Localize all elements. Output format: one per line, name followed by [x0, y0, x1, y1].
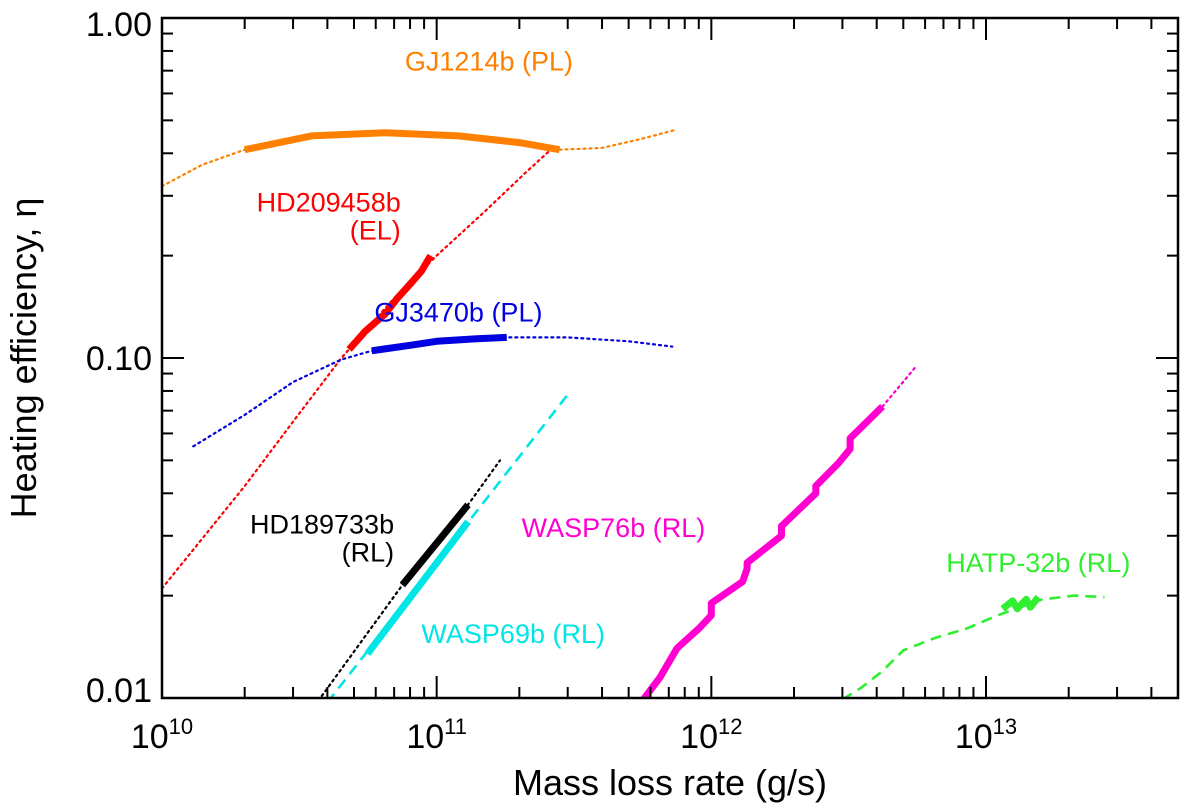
series-hatp-32b-rl	[842, 594, 1105, 698]
series-label-wasp69b-rl: WASP69b (RL)	[421, 619, 605, 649]
y-tick-label: 1.00	[86, 6, 152, 44]
series-label-gj3470b-pl: GJ3470b (PL)	[374, 298, 542, 328]
series-wasp76b-rl	[640, 364, 918, 698]
series-gj3470b-pl-dotted-line	[192, 336, 674, 448]
series-label-hatp-32b-rl: HATP-32b (RL)	[946, 548, 1130, 578]
series-wasp76b-rl-dotted-line	[881, 364, 918, 408]
y-tick-label: 0.10	[86, 340, 152, 378]
x-tick-label: 1012	[680, 714, 742, 756]
series-label-hd189733b-rl: HD189733b (RL)	[250, 509, 394, 567]
ticks-layer: 1010 1011 1012 1013 1.00 0.10 0.01	[86, 6, 1179, 756]
x-tick-label: 1013	[955, 714, 1017, 756]
series-label-hd209458b-el: HD209458b (EL)	[257, 187, 401, 245]
x-tick-label: 1010	[131, 714, 193, 756]
series-hatp-32b-rl-dashed-line	[842, 594, 1105, 698]
series-label-wasp76b-rl: WASP76b (RL)	[522, 513, 706, 543]
y-tick-label: 0.01	[86, 672, 152, 710]
labels-layer: GJ1214b (PL) HD209458b (EL) GJ3470b (PL) HD1…	[250, 47, 1130, 649]
series-gj1214b-pl-dotted-line	[162, 128, 679, 188]
series-wasp69b-rl-solid-line	[364, 519, 471, 656]
series-wasp69b-rl-dashed-line	[329, 393, 569, 698]
series-hatp-32b-rl-solid-line	[1000, 594, 1042, 613]
series-label-gj1214b-pl: GJ1214b (PL)	[405, 47, 573, 77]
series-hd189733b-rl-solid-line	[399, 502, 471, 588]
x-tick-label: 1011	[406, 714, 467, 756]
series-wasp69b-rl	[329, 393, 569, 698]
series-hd209458b-el	[162, 148, 552, 590]
series-wasp76b-rl-solid-line	[640, 404, 885, 698]
y-axis-title: Heating efficiency, η	[3, 198, 44, 519]
series-hd189733b-rl	[318, 459, 502, 698]
series-gj1214b-pl	[162, 128, 679, 188]
series-gj3470b-pl	[192, 333, 674, 448]
series-gj3470b-pl-solid-line	[371, 333, 507, 355]
series-hd209458b-el-solid-line	[346, 253, 434, 352]
series-layer	[162, 128, 1105, 698]
series-gj1214b-pl-solid-line	[243, 129, 561, 154]
x-axis-title: Mass loss rate (g/s)	[513, 762, 827, 803]
